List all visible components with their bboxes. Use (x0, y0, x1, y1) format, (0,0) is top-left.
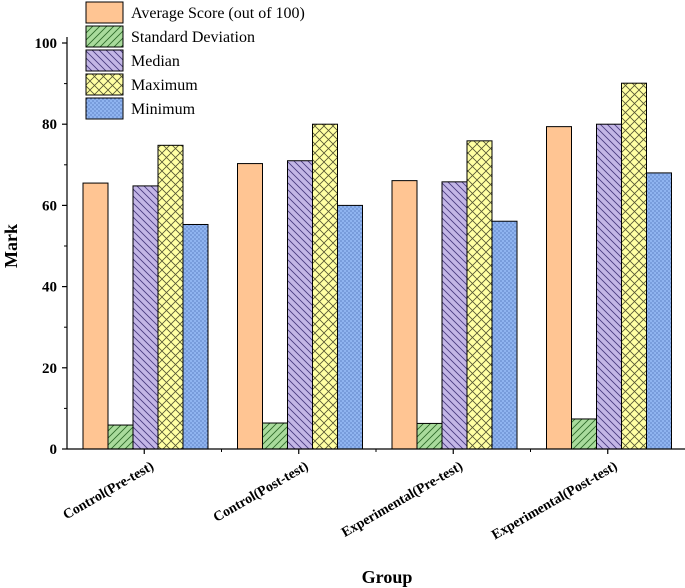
legend-label: Median (131, 53, 180, 70)
legend-swatch-pattern (86, 26, 123, 47)
bar-pattern (108, 425, 133, 449)
bar-pattern (417, 423, 442, 449)
legend: Average Score (out of 100) Standard Devia… (85, 1, 305, 120)
x-ticks: Control(Pre-test) Control(Post-test) Exper… (61, 449, 620, 543)
legend-label: Minimum (131, 101, 196, 118)
y-tick-label: 100 (35, 36, 58, 52)
legend-swatch-pattern (86, 98, 123, 119)
y-tick-label: 0 (50, 442, 58, 458)
x-tick-label: Experimental(Post-test) (489, 459, 620, 543)
y-tick-label: 20 (42, 361, 57, 377)
bar-pattern (467, 140, 492, 449)
x-tick-label: Experimental(Pre-test) (339, 459, 466, 541)
legend-swatch (85, 1, 124, 24)
x-tick-label: Control(Pre-test) (61, 459, 157, 523)
bar-fill (237, 163, 263, 449)
legend-label: Maximum (131, 77, 198, 94)
y-axis-label: Mark (1, 224, 21, 268)
legend-swatch-pattern (86, 74, 123, 95)
bar-fill (392, 180, 417, 449)
bar-pattern (312, 124, 338, 449)
bar-pattern (262, 423, 288, 449)
bar-pattern (442, 181, 467, 450)
bar-pattern (571, 418, 597, 449)
x-tick-label: Control(Post-test) (211, 459, 311, 526)
bar-pattern (337, 205, 363, 449)
y-tick-label: 40 (42, 280, 57, 296)
bar-pattern (646, 172, 672, 450)
bars-group (82, 82, 672, 450)
bar-pattern (158, 145, 183, 449)
bar-fill (83, 183, 108, 449)
legend-label: Average Score (out of 100) (131, 5, 305, 22)
x-axis-label: Group (362, 567, 413, 587)
bar-fill (546, 126, 572, 450)
legend-swatch (85, 49, 124, 72)
legend-swatch (85, 25, 124, 48)
y-tick-label: 60 (42, 198, 57, 214)
y-ticks: 0 20 40 60 80 100 (35, 36, 67, 458)
bar-pattern (287, 160, 313, 450)
legend-swatch-fill (86, 2, 123, 23)
bar-pattern (621, 83, 647, 449)
legend-swatch-pattern (86, 50, 123, 71)
bar-pattern (596, 124, 622, 449)
legend-label: Standard Deviation (131, 29, 255, 46)
y-tick-label: 80 (42, 117, 57, 133)
legend-swatch (85, 73, 124, 96)
bar-pattern (492, 221, 517, 449)
bar-pattern (183, 224, 208, 449)
bar-pattern (133, 185, 158, 450)
legend-swatch (85, 97, 124, 120)
